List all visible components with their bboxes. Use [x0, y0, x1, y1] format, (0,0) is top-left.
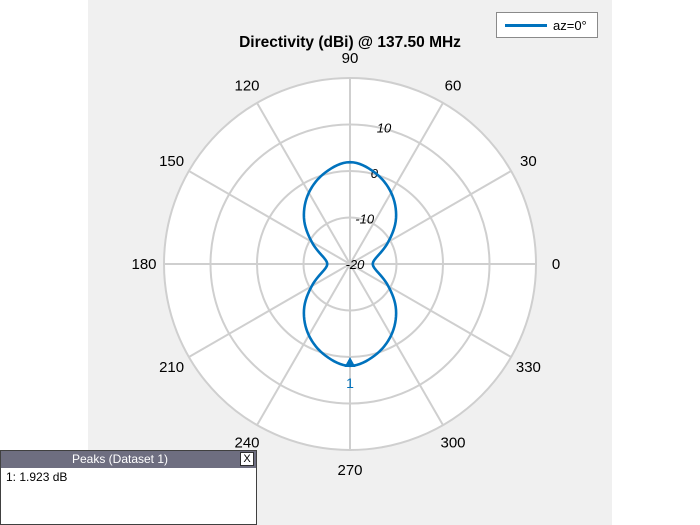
angle-tick-label: 240 [234, 434, 259, 451]
radial-tick-label: 10 [377, 121, 392, 136]
angle-tick-label: 300 [440, 434, 465, 451]
angle-tick-label: 90 [342, 50, 359, 67]
chart-title: Directivity (dBi) @ 137.50 MHz [239, 34, 461, 51]
angle-tick-label: 180 [131, 256, 156, 273]
peak-marker-label: 1 [346, 375, 354, 391]
peak-entry: 1: 1.923 dB [6, 470, 68, 484]
peaks-panel-title: Peaks (Dataset 1) [71, 452, 169, 466]
angle-tick-label: 120 [234, 78, 259, 95]
angle-tick-labels: 0 30 60 90 120 150 180 210 240 270 300 330 [131, 50, 560, 479]
grid-spoke [349, 170, 512, 265]
grid-spoke [256, 263, 351, 426]
grid-spoke [349, 102, 444, 265]
angle-tick-label: 330 [516, 359, 541, 376]
angle-tick-label: 150 [159, 153, 184, 170]
grid-spoke [188, 263, 351, 358]
grid-spoke [188, 170, 351, 265]
peak-marker[interactable] [344, 356, 356, 367]
series-layer [302, 160, 398, 368]
legend-swatch [505, 24, 547, 27]
angle-tick-label: 30 [520, 153, 537, 170]
grid-spoke [256, 102, 351, 265]
peak-marker-layer: 1 [344, 356, 356, 391]
grid-spoke [349, 263, 444, 426]
radial-tick-labels: 100-10-20 [346, 121, 392, 272]
close-icon[interactable]: X [240, 452, 254, 466]
peaks-panel[interactable]: Peaks (Dataset 1) X 1: 1.923 dB [0, 450, 257, 525]
angle-tick-label: 60 [445, 78, 462, 95]
angle-tick-label: 0 [552, 256, 560, 273]
legend[interactable]: az=0° [496, 12, 598, 38]
angle-tick-label: 270 [337, 462, 362, 479]
angle-tick-label: 210 [159, 359, 184, 376]
legend-label: az=0° [553, 18, 587, 33]
radial-tick-label: -10 [355, 212, 375, 227]
polar-grid [163, 77, 537, 451]
grid-spoke [349, 263, 512, 358]
radial-tick-label: -20 [346, 257, 366, 272]
peaks-panel-header[interactable]: Peaks (Dataset 1) X [1, 451, 256, 468]
series-line [302, 160, 398, 368]
